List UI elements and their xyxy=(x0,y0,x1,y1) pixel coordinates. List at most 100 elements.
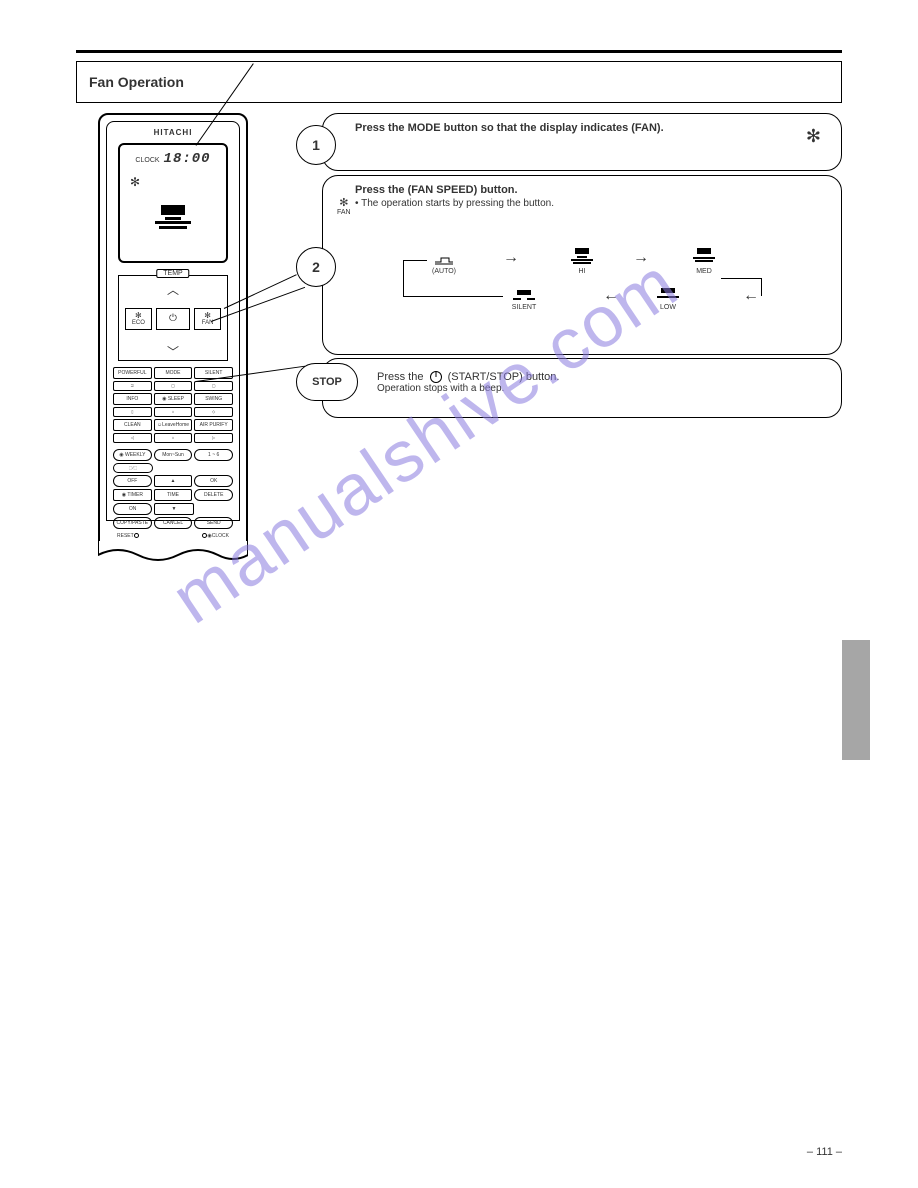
clock-label: ◉CLOCK xyxy=(207,533,229,539)
cycle-connector xyxy=(403,296,503,297)
med-mode-icon xyxy=(693,248,715,266)
panel3-line2: Operation stops with a beep. xyxy=(337,383,827,394)
grid-btn: SWING xyxy=(194,393,233,405)
grid-btn: ⌂ xyxy=(154,433,193,443)
page: Fan Operation HITACHI CLOCK 18:00 ✻ xyxy=(0,0,918,1188)
title-text: Fan Operation xyxy=(89,74,184,90)
grid-btn: CANCEL xyxy=(154,517,193,529)
step-2-circle: 2 xyxy=(296,247,336,287)
grid-spacer xyxy=(155,463,193,473)
content-area: HITACHI CLOCK 18:00 ✻ xyxy=(76,113,842,633)
cycle-connector xyxy=(403,260,404,296)
grid-btn: ☺LeaveHome xyxy=(154,419,193,431)
grid-btn: ◁ xyxy=(113,433,152,443)
panel1-title: Press the MODE button so that the displa… xyxy=(337,122,827,134)
low-mode-icon xyxy=(657,288,679,302)
panel3-text-a: Press the xyxy=(377,371,427,383)
grid-spacer xyxy=(196,503,233,515)
grid-btn: ◉ TIMER xyxy=(113,489,152,501)
grid-btn: Mon~Sun xyxy=(154,449,193,461)
panel2-title: Press the (FAN SPEED) button. xyxy=(337,184,827,196)
panel2-sub: • The operation starts by pressing the b… xyxy=(337,198,827,209)
temp-label: TEMP xyxy=(156,269,189,278)
temp-up-icon: ︿ xyxy=(167,284,179,296)
fan-speed-label: ✻ FAN xyxy=(337,196,351,216)
grid-btn: ◉ SLEEP xyxy=(154,393,193,405)
grid-btn: OK xyxy=(194,475,233,487)
grid-btn: ▼ xyxy=(154,503,193,515)
step-2-number: 2 xyxy=(312,259,320,275)
fan-small-icon: ✻ xyxy=(337,196,351,209)
panel-stop: Press the (START/STOP) button. Operation… xyxy=(322,358,842,418)
silent-mode-icon xyxy=(513,288,535,302)
grid-btn: ▷ xyxy=(194,433,233,443)
lcd-clock-label: CLOCK xyxy=(135,157,159,164)
top-rule xyxy=(76,50,842,53)
fan-icon: ✻ xyxy=(806,126,821,147)
eco-label: ECO xyxy=(132,320,145,326)
grid-btn: ⌂ xyxy=(154,407,193,417)
grid-btn: ▢ xyxy=(154,381,193,391)
temp-button-row: ✻ ECO ⏻ ✻ FAN xyxy=(125,308,221,330)
reset-label: RESET xyxy=(117,533,134,539)
grid-btn: ON xyxy=(113,503,152,515)
grid-btn: COPY/PASTE xyxy=(113,517,152,529)
grid-btn: 1 ~ 6 xyxy=(194,449,233,461)
panel-step-2: Press the (FAN SPEED) button. • The oper… xyxy=(322,175,842,355)
arrow-icon: → xyxy=(633,250,649,266)
page-number: – 111 – xyxy=(807,1146,842,1158)
remote-torn-edge xyxy=(98,541,248,567)
arrow-icon: ← xyxy=(743,288,759,304)
grid-btn: ▢ xyxy=(194,381,233,391)
grid-btn: INFO xyxy=(113,393,152,405)
hi-label: HI xyxy=(579,268,586,275)
arrow-icon: → xyxy=(503,250,519,266)
med-label: MED xyxy=(696,268,712,275)
grid-btn: POWERFUL xyxy=(113,367,152,379)
stop-pill: STOP xyxy=(296,363,358,401)
eco-button: ✻ ECO xyxy=(125,308,152,330)
low-label: LOW xyxy=(660,304,676,311)
grid-btn: ◉ WEEKLY xyxy=(113,449,152,461)
panel3-line1: Press the (START/STOP) button. xyxy=(337,371,827,383)
grid-btn: CLEAN xyxy=(113,419,152,431)
lower-button-grid: ◉ WEEKLYMon~Sun1 ~ 6 ⬚/⬚ OFF▲OK ◉ TIMERT… xyxy=(113,449,233,529)
arrow-icon: ← xyxy=(603,288,619,304)
power-button: ⏻ xyxy=(156,308,190,330)
grid-btn: SEND xyxy=(194,517,233,529)
fan-speed-cycle: (AUTO) → HI → MED ← LOW ← SILENT xyxy=(403,252,783,332)
panel-step-1: Press the MODE button so that the displa… xyxy=(322,113,842,171)
lcd-time: 18:00 xyxy=(164,151,211,167)
fan-text: FAN xyxy=(337,209,351,216)
grid-btn: DELETE xyxy=(194,489,233,501)
temp-zone: TEMP ︿ ✻ ECO ⏻ ✻ FAN xyxy=(118,275,228,361)
grid-btn: TIME xyxy=(154,489,193,501)
grid-btn: ▯ xyxy=(113,407,152,417)
grid-btn: ▲ xyxy=(154,475,193,487)
lcd-fan-icon: ✻ xyxy=(120,175,226,189)
grid-btn: ⎋ xyxy=(113,381,152,391)
title-box: Fan Operation xyxy=(76,61,842,103)
grid-spacer xyxy=(195,463,233,473)
side-tab xyxy=(842,640,870,760)
panel3-text-b: (START/STOP) button. xyxy=(448,371,560,383)
cycle-connector xyxy=(721,278,761,279)
cycle-connector xyxy=(403,260,427,261)
auto-mode-icon xyxy=(433,252,455,266)
remote-inner: HITACHI CLOCK 18:00 ✻ xyxy=(106,121,240,521)
start-stop-icon xyxy=(430,371,442,383)
grid-btn: ◇ xyxy=(194,407,233,417)
remote-lcd: CLOCK 18:00 ✻ xyxy=(118,143,228,263)
grid-btn: MODE xyxy=(154,367,193,379)
grid-btn: OFF xyxy=(113,475,152,487)
power-icon: ⏻ xyxy=(169,314,177,324)
step-1-circle: 1 xyxy=(296,125,336,165)
remote-outline: HITACHI CLOCK 18:00 ✻ xyxy=(98,113,248,543)
stop-label: STOP xyxy=(312,376,342,388)
lcd-clock-row: CLOCK 18:00 xyxy=(120,151,226,167)
silent-label: SILENT xyxy=(512,304,537,311)
hi-mode-icon xyxy=(571,248,593,266)
cycle-connector xyxy=(761,278,762,296)
lcd-mode-icon xyxy=(155,203,191,233)
grid-btn: ⬚/⬚ xyxy=(113,463,153,473)
